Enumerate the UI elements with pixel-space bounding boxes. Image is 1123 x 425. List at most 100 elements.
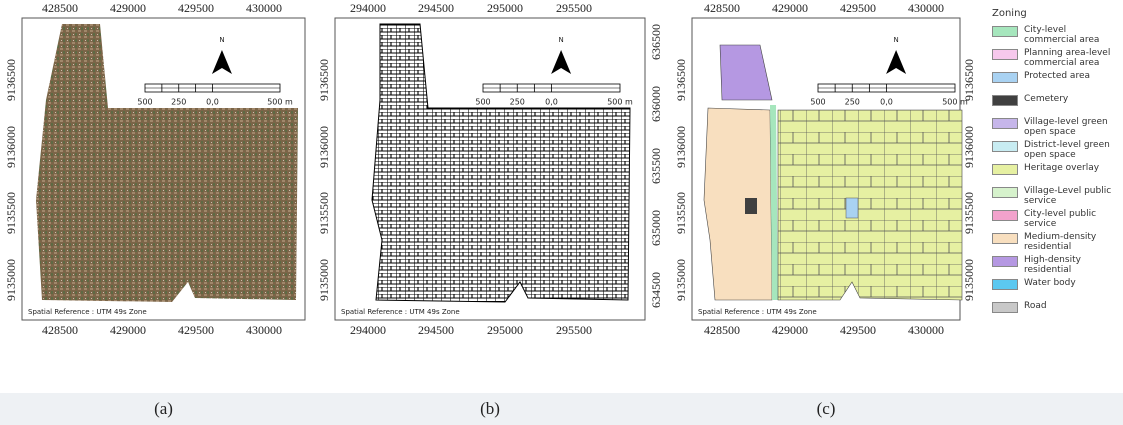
roads (778, 110, 962, 300)
legend-label: Road (1024, 301, 1047, 311)
map-a (22, 18, 305, 320)
y-tick-label: 9136000 (4, 126, 18, 168)
legend-item: City-level commercial area (992, 25, 1120, 48)
x-tick-label: 429000 (110, 323, 146, 337)
x-tick-label: 429500 (178, 323, 214, 337)
legend-item: Road (992, 301, 1120, 324)
zone-medium-density (704, 108, 772, 300)
legend-label: City-level public service (1024, 209, 1120, 229)
x-tick-label: 428500 (704, 1, 740, 15)
legend-swatch (992, 279, 1018, 290)
legend-item: High-density residential (992, 255, 1120, 278)
x-tick-label: 295000 (487, 323, 523, 337)
scale-label: 500 (475, 98, 490, 107)
scale-label: 250 (171, 98, 186, 107)
legend-swatch (992, 302, 1018, 313)
x-tick-label: 295500 (556, 1, 592, 15)
x-tick-label: 429000 (110, 1, 146, 15)
legend-label: Medium-density residential (1024, 232, 1120, 252)
y-tick-label: 9135500 (4, 192, 18, 234)
y-tick-label: 9135000 (4, 259, 18, 301)
north-label: N (558, 36, 563, 44)
y-tick-label: 635500 (649, 148, 663, 184)
scale-label: 250 (845, 98, 860, 107)
legend-item: Medium-density residential (992, 232, 1120, 255)
north-label: N (893, 36, 898, 44)
caption: (b) (480, 399, 500, 418)
x-tick-label: 428500 (704, 323, 740, 337)
legend-swatch (992, 187, 1018, 198)
x-tick-label: 428500 (42, 1, 78, 15)
legend-title: Zoning (992, 8, 1120, 19)
x-tick-label: 295000 (487, 1, 523, 15)
x-tick-label: 429500 (840, 1, 876, 15)
legend-item: Heritage overlay (992, 163, 1120, 186)
legend-label: Heritage overlay (1024, 163, 1099, 173)
legend-label: Village-level green open space (1024, 117, 1120, 137)
spatial-reference: Spatial Reference : UTM 49s Zone (698, 308, 817, 316)
x-tick-label: 429500 (178, 1, 214, 15)
scale-label: 500 (810, 98, 825, 107)
legend-item: Cemetery (992, 94, 1120, 117)
caption: (a) (154, 399, 173, 418)
legend-label: High-density residential (1024, 255, 1120, 275)
maps: 428500 429000 429500 430000 428500 429000 4295… (0, 0, 1123, 425)
legend-swatch (992, 118, 1018, 129)
legend-item: Water body (992, 278, 1120, 301)
legend-swatch (992, 141, 1018, 152)
scale-label: 500 m (942, 98, 968, 107)
x-tick-label: 429000 (772, 323, 808, 337)
x-tick-label: 430000 (908, 323, 944, 337)
scale-label: 500 m (267, 98, 293, 107)
legend-label: Water body (1024, 278, 1076, 288)
legend-item: Protected area (992, 71, 1120, 94)
legend-swatch (992, 256, 1018, 267)
x-tick-label: 294000 (350, 323, 386, 337)
legend-label: Protected area (1024, 71, 1090, 81)
legend-swatch (992, 49, 1018, 60)
x-tick-label: 429000 (772, 1, 808, 15)
y-tick-label: 9136500 (674, 59, 688, 101)
y-tick-label: 9136500 (4, 59, 18, 101)
y-tick-label: 9135500 (674, 192, 688, 234)
y-tick-label: 9136000 (317, 126, 331, 168)
scale-label: 250 (510, 98, 525, 107)
map-b (335, 18, 645, 320)
y-tick-label: 9136500 (317, 59, 331, 101)
legend-label: District-level green open space (1024, 140, 1120, 160)
x-tick-label: 430000 (908, 1, 944, 15)
x-tick-label: 294500 (418, 1, 454, 15)
legend-label: Village-Level public service (1024, 186, 1120, 206)
legend-swatch (992, 72, 1018, 83)
scale-label: 0,0 (880, 98, 893, 107)
legend-label: Planning area-level commercial area (1024, 48, 1120, 68)
y-tick-label: 9136000 (962, 126, 976, 168)
legend-item: City-level public service (992, 209, 1120, 232)
legend-label: Cemetery (1024, 94, 1068, 104)
x-tick-label: 294000 (350, 1, 386, 15)
scale-label: 0,0 (545, 98, 558, 107)
legend-item: Planning area-level commercial area (992, 48, 1120, 71)
y-tick-label: 636500 (649, 24, 663, 60)
y-tick-label: 9135000 (317, 259, 331, 301)
y-tick-label: 9136500 (962, 59, 976, 101)
legend-item: Village-Level public service (992, 186, 1120, 209)
legend-swatch (992, 210, 1018, 221)
x-tick-label: 428500 (42, 323, 78, 337)
map-c (692, 18, 962, 320)
y-tick-label: 9136000 (674, 126, 688, 168)
legend-swatch (992, 233, 1018, 244)
scale-label: 500 m (607, 98, 633, 107)
spatial-reference: Spatial Reference : UTM 49s Zone (28, 308, 147, 316)
y-tick-label: 634500 (649, 272, 663, 308)
y-tick-label: 9135000 (674, 259, 688, 301)
x-tick-label: 430000 (246, 323, 282, 337)
x-tick-label: 429500 (840, 323, 876, 337)
y-tick-label: 636000 (649, 86, 663, 122)
legend-swatch (992, 164, 1018, 175)
caption: (c) (817, 399, 836, 418)
north-label: N (219, 36, 224, 44)
x-tick-label: 294500 (418, 323, 454, 337)
scale-label: 500 (137, 98, 152, 107)
